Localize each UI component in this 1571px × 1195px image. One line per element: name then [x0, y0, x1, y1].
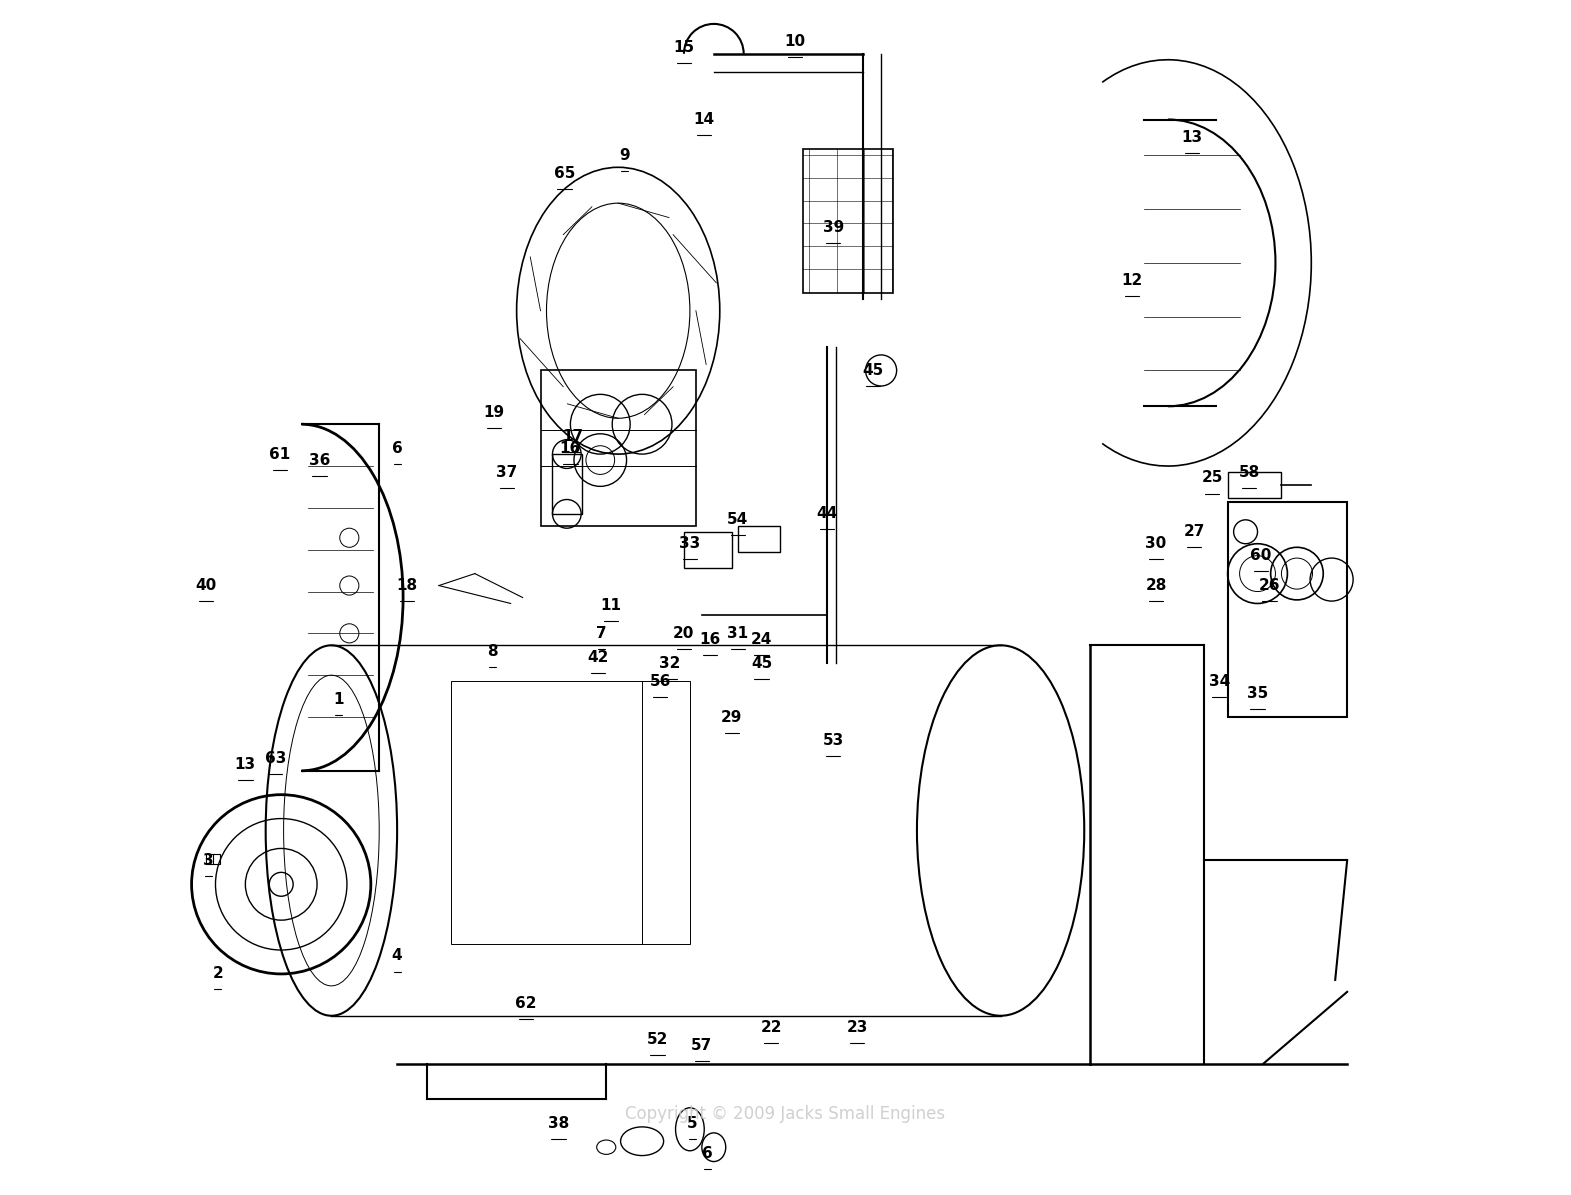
Text: 44: 44	[817, 507, 837, 521]
Text: 40: 40	[195, 578, 217, 593]
Bar	[540, 370, 696, 526]
Text: 5: 5	[687, 1116, 698, 1130]
Text: 58: 58	[1238, 465, 1260, 479]
Text: 9: 9	[619, 148, 630, 163]
Bar	[1227, 472, 1282, 498]
Text: 25: 25	[1202, 471, 1222, 485]
Text: 6: 6	[702, 1146, 713, 1160]
Text: 29: 29	[721, 710, 743, 724]
Text: 31: 31	[727, 626, 748, 641]
Text: 17: 17	[562, 429, 583, 443]
Text: 2: 2	[212, 967, 223, 981]
Text: 26: 26	[1258, 578, 1280, 593]
Text: 45: 45	[862, 363, 883, 378]
Text: 10: 10	[784, 35, 806, 49]
Text: 27: 27	[1183, 525, 1205, 539]
Text: 53: 53	[823, 734, 844, 748]
Text: 32: 32	[658, 656, 680, 670]
Bar	[738, 526, 779, 552]
Text: 7: 7	[595, 626, 606, 641]
Text: 28: 28	[1145, 578, 1167, 593]
Bar	[683, 532, 732, 568]
Text: 34: 34	[1208, 674, 1230, 688]
Text: 56: 56	[649, 674, 671, 688]
Text: 45: 45	[751, 656, 773, 670]
Text: 57: 57	[691, 1038, 713, 1053]
Text: 37: 37	[496, 465, 518, 479]
Text: 36: 36	[309, 453, 330, 467]
Bar	[451, 681, 690, 944]
Text: 11: 11	[600, 599, 622, 613]
Text: 19: 19	[484, 405, 504, 419]
Text: 13: 13	[1181, 130, 1202, 145]
Text: 39: 39	[823, 220, 844, 234]
Text: 6: 6	[391, 441, 402, 455]
Text: 38: 38	[548, 1116, 569, 1130]
Text: 52: 52	[647, 1032, 668, 1047]
Text: 14: 14	[694, 112, 715, 127]
Text: 61: 61	[269, 447, 291, 461]
Bar	[803, 149, 892, 293]
Bar	[553, 454, 583, 514]
Text: 63: 63	[264, 752, 286, 766]
Text: 65: 65	[553, 166, 575, 180]
Text: 24: 24	[751, 632, 773, 646]
Text: 16: 16	[699, 632, 721, 646]
Text: 3: 3	[203, 853, 214, 868]
Text: Copyright © 2009 Jacks Small Engines: Copyright © 2009 Jacks Small Engines	[625, 1104, 946, 1123]
Text: 12: 12	[1122, 274, 1142, 288]
Text: 60: 60	[1251, 549, 1273, 563]
Text: 16: 16	[559, 441, 581, 455]
Text: 54: 54	[727, 513, 748, 527]
Text: 20: 20	[674, 626, 694, 641]
Text: 15: 15	[674, 41, 694, 55]
Text: 8: 8	[487, 644, 498, 658]
Bar	[1227, 502, 1348, 717]
Text: 35: 35	[1247, 686, 1268, 700]
Text: 30: 30	[1145, 537, 1167, 551]
Text: 13: 13	[234, 758, 256, 772]
Text: 18: 18	[396, 578, 418, 593]
Bar	[206, 854, 220, 864]
Text: 62: 62	[515, 997, 537, 1011]
Text: 23: 23	[847, 1021, 867, 1035]
Text: 42: 42	[588, 650, 608, 664]
Text: 1: 1	[333, 692, 344, 706]
Text: 33: 33	[679, 537, 701, 551]
Text: 22: 22	[760, 1021, 782, 1035]
Text: 4: 4	[391, 949, 402, 963]
